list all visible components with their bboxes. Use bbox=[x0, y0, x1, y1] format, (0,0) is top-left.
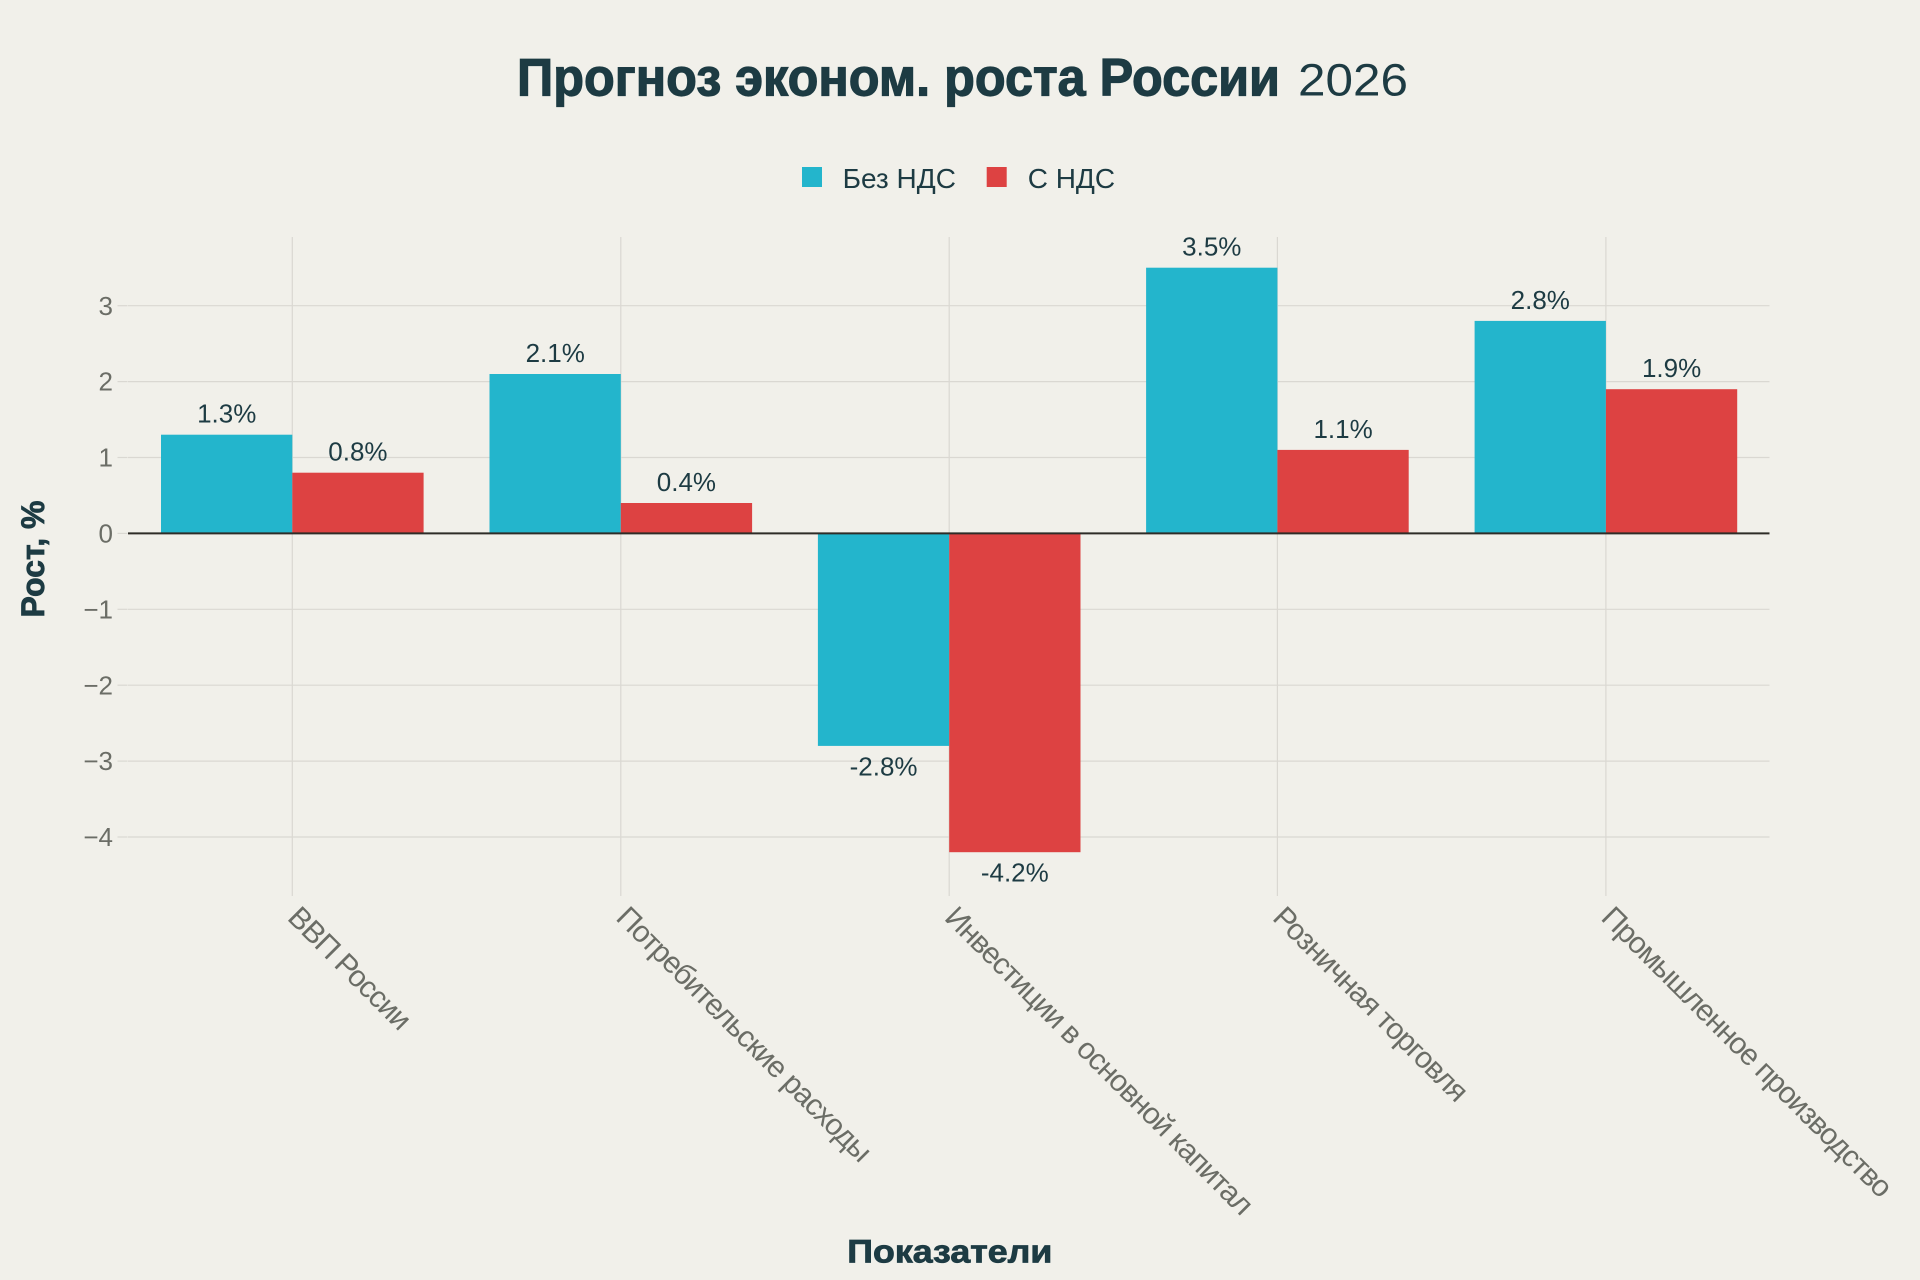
svg-text:С НДС: С НДС bbox=[1028, 163, 1115, 194]
svg-text:-4.2%: -4.2% bbox=[981, 858, 1049, 888]
svg-text:−1: −1 bbox=[83, 594, 113, 624]
svg-text:0.4%: 0.4% bbox=[657, 467, 716, 497]
svg-text:1.3%: 1.3% bbox=[197, 399, 256, 429]
svg-text:3: 3 bbox=[99, 291, 113, 321]
svg-text:2026: 2026 bbox=[1298, 55, 1408, 106]
svg-text:Без НДС: Без НДС bbox=[843, 163, 956, 194]
svg-text:0: 0 bbox=[99, 519, 113, 549]
svg-text:1.9%: 1.9% bbox=[1642, 353, 1701, 383]
svg-text:0.8%: 0.8% bbox=[328, 437, 387, 467]
svg-text:1: 1 bbox=[99, 443, 113, 473]
svg-text:−2: −2 bbox=[83, 670, 113, 700]
svg-text:2.8%: 2.8% bbox=[1511, 285, 1570, 315]
svg-text:1.1%: 1.1% bbox=[1313, 414, 1372, 444]
svg-text:−4: −4 bbox=[83, 822, 113, 852]
svg-text:Прогноз эконом. роста России: Прогноз эконом. роста России bbox=[517, 49, 1280, 108]
svg-text:Показатели: Показатели bbox=[847, 1233, 1052, 1269]
svg-text:2: 2 bbox=[99, 367, 113, 397]
svg-text:-2.8%: -2.8% bbox=[850, 752, 918, 782]
svg-text:2.1%: 2.1% bbox=[526, 338, 585, 368]
svg-text:−3: −3 bbox=[83, 746, 113, 776]
svg-text:Рост, %: Рост, % bbox=[15, 501, 51, 618]
svg-text:3.5%: 3.5% bbox=[1182, 232, 1241, 262]
